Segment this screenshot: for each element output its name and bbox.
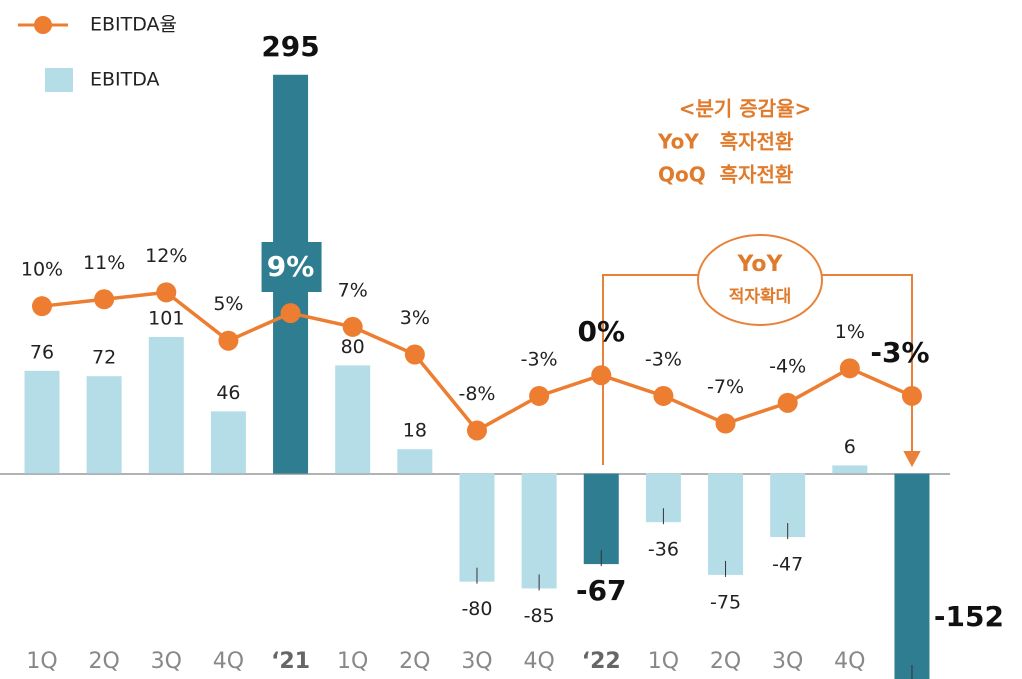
label-box — [261, 242, 322, 292]
line-marker — [901, 385, 922, 406]
line-value-label: -4% — [769, 355, 806, 377]
bar — [832, 465, 868, 474]
callout: YoY — [737, 252, 784, 277]
line-value-label: 3% — [400, 307, 430, 329]
line-marker — [156, 282, 177, 303]
bar-value-label: 46 — [216, 382, 240, 404]
x-tick-label: 4Q — [523, 649, 554, 674]
legend-label: EBITDA — [90, 69, 160, 91]
line-value-label: 11% — [83, 252, 125, 274]
line-value-label: -3% — [645, 348, 682, 370]
line-marker — [466, 420, 487, 441]
legend-label: EBITDA율 — [90, 14, 177, 36]
line-marker — [94, 289, 115, 310]
legend-swatch — [45, 68, 73, 92]
x-tick-label: 1Q — [26, 649, 57, 674]
line-marker — [591, 365, 612, 386]
bar — [894, 473, 930, 679]
bar-value-label: 72 — [92, 347, 116, 369]
line-value-label: -3% — [870, 336, 929, 369]
line-value-label: 0% — [577, 315, 625, 348]
bar — [459, 473, 495, 582]
bar-value-label: 295 — [261, 30, 319, 63]
bar — [521, 473, 557, 589]
line-value-label: 1% — [835, 321, 865, 343]
line-marker — [529, 385, 550, 406]
bar-value-label: -36 — [648, 539, 679, 561]
x-tick-label: 1Q — [337, 649, 368, 674]
bar-value-label: 80 — [341, 336, 365, 358]
bar-value-label: -152 — [934, 600, 1004, 633]
x-tick-label: ‘22 — [582, 649, 621, 674]
line-value-label: -3% — [521, 348, 558, 370]
line-marker — [777, 392, 798, 413]
x-tick-label: 1Q — [648, 649, 679, 674]
line-value-label: 12% — [145, 245, 187, 267]
line-value-label: 7% — [338, 279, 368, 301]
line-marker — [653, 385, 674, 406]
x-tick-label: 3Q — [151, 649, 182, 674]
callout: 적자확대 — [729, 287, 792, 307]
bar — [148, 337, 184, 474]
bar-value-label: -85 — [524, 605, 555, 627]
line-marker — [218, 330, 239, 351]
x-tick-label: 2Q — [710, 649, 741, 674]
bar — [335, 365, 371, 474]
line-value-label: 5% — [213, 293, 243, 315]
line-value-label: -7% — [707, 376, 744, 398]
line-value-label: -8% — [458, 383, 495, 405]
bar — [210, 411, 246, 474]
bar-value-label: 18 — [403, 420, 427, 442]
legend-marker — [34, 16, 52, 34]
line-marker — [839, 358, 860, 379]
bar — [24, 370, 60, 474]
bracket — [602, 234, 921, 468]
bar-value-label: 6 — [844, 436, 856, 458]
line-marker — [404, 344, 425, 365]
line-marker — [280, 303, 301, 324]
annotation: QoQ 흑자전환 — [658, 163, 794, 187]
bar — [583, 473, 619, 565]
x-tick-label: 4Q — [834, 649, 865, 674]
x-tick-label: 2Q — [88, 649, 119, 674]
bar-value-label: -47 — [772, 554, 803, 576]
bar-value-label: 101 — [148, 308, 184, 330]
x-tick-label: 3Q — [461, 649, 492, 674]
annotation: <분기 증감율> — [679, 97, 811, 121]
line-value-label: 10% — [21, 259, 63, 281]
x-tick-label: 4Q — [213, 649, 244, 674]
line-marker — [715, 413, 736, 434]
bar — [397, 449, 433, 474]
bar — [86, 376, 122, 474]
bar-value-label: 76 — [30, 341, 54, 363]
bar — [708, 473, 744, 575]
x-tick-label: 3Q — [772, 649, 803, 674]
annotation: YoY 흑자전환 — [657, 130, 794, 154]
x-tick-label: ‘21 — [271, 649, 310, 674]
line-marker — [32, 296, 52, 317]
bar-value-label: -80 — [461, 598, 492, 620]
bar-value-label: -75 — [710, 591, 741, 613]
line-marker — [342, 316, 363, 337]
bar-value-label: -67 — [576, 574, 627, 607]
x-tick-label: 2Q — [399, 649, 430, 674]
line-value-label: 9% — [267, 250, 315, 283]
